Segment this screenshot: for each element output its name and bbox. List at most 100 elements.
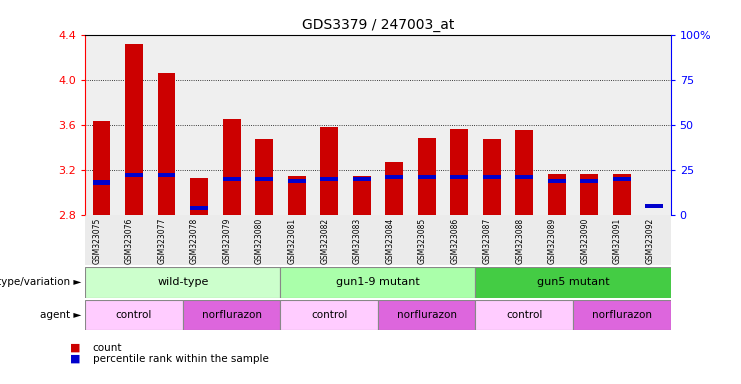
Bar	[320, 177, 338, 181]
Bar	[190, 206, 208, 210]
Bar	[613, 174, 631, 215]
Bar	[85, 300, 183, 330]
Bar	[548, 174, 565, 215]
Bar	[476, 267, 671, 298]
Bar	[118, 35, 150, 215]
Bar	[451, 129, 468, 215]
Text: count: count	[93, 343, 122, 353]
Text: GSM323076: GSM323076	[125, 217, 134, 264]
Text: GSM323092: GSM323092	[645, 217, 654, 264]
Text: GSM323078: GSM323078	[190, 217, 199, 264]
Text: wild-type: wild-type	[157, 277, 208, 287]
Bar	[580, 174, 598, 215]
Bar	[280, 35, 313, 215]
Bar	[150, 215, 183, 265]
Bar	[580, 179, 598, 183]
Bar	[540, 215, 573, 265]
Bar	[418, 175, 436, 179]
Bar	[216, 35, 247, 215]
Bar	[638, 215, 671, 265]
Bar	[125, 44, 143, 215]
Bar	[573, 215, 605, 265]
Bar	[183, 215, 216, 265]
Text: GSM323087: GSM323087	[482, 217, 492, 264]
Text: ■: ■	[70, 343, 81, 353]
Bar	[378, 215, 411, 265]
Text: GSM323080: GSM323080	[255, 217, 264, 264]
Bar	[150, 35, 183, 215]
Bar	[605, 35, 638, 215]
Text: gun5 mutant: gun5 mutant	[536, 277, 609, 287]
Bar	[85, 35, 118, 215]
Bar	[183, 35, 216, 215]
Bar	[645, 204, 663, 208]
Bar	[255, 177, 273, 181]
Bar	[93, 180, 110, 185]
Text: agent ►: agent ►	[40, 310, 82, 320]
Bar	[288, 175, 305, 215]
Text: GSM323085: GSM323085	[418, 217, 427, 264]
Text: GSM323091: GSM323091	[613, 217, 622, 264]
Bar	[190, 178, 208, 215]
Bar	[378, 35, 411, 215]
Bar	[280, 267, 476, 298]
Text: percentile rank within the sample: percentile rank within the sample	[93, 354, 268, 364]
Bar	[638, 35, 671, 215]
Bar	[385, 175, 403, 179]
Bar	[540, 35, 573, 215]
Text: GSM323088: GSM323088	[515, 217, 524, 264]
Bar	[515, 131, 534, 215]
Bar	[345, 215, 378, 265]
Bar	[313, 35, 345, 215]
Bar	[222, 119, 241, 215]
Text: ■: ■	[70, 354, 81, 364]
Bar	[320, 127, 338, 215]
Text: GSM323090: GSM323090	[580, 217, 589, 264]
Text: norflurazon: norflurazon	[396, 310, 456, 320]
Bar	[573, 300, 671, 330]
Text: GSM323089: GSM323089	[548, 217, 556, 264]
Text: GSM323081: GSM323081	[288, 217, 296, 264]
Bar	[411, 215, 443, 265]
Text: genotype/variation ►: genotype/variation ►	[0, 277, 82, 287]
Bar	[443, 35, 476, 215]
Text: GSM323086: GSM323086	[451, 217, 459, 264]
Text: GSM323079: GSM323079	[222, 217, 231, 264]
Bar	[508, 215, 540, 265]
Text: gun1-9 mutant: gun1-9 mutant	[336, 277, 420, 287]
Bar	[353, 175, 370, 215]
Bar	[378, 300, 476, 330]
Text: GSM323082: GSM323082	[320, 217, 329, 264]
Bar	[93, 121, 110, 215]
Bar	[548, 179, 565, 183]
Bar	[451, 175, 468, 179]
Bar	[385, 162, 403, 215]
Bar	[247, 35, 280, 215]
Bar	[483, 139, 501, 215]
Bar	[353, 177, 370, 181]
Bar	[280, 300, 378, 330]
Bar	[183, 300, 280, 330]
Bar	[158, 73, 176, 215]
Bar	[255, 139, 273, 215]
Bar	[288, 179, 305, 183]
Bar	[118, 215, 150, 265]
Bar	[125, 173, 143, 177]
Bar	[483, 175, 501, 179]
Bar	[443, 215, 476, 265]
Bar	[247, 215, 280, 265]
Bar	[476, 35, 508, 215]
Text: control: control	[311, 310, 348, 320]
Bar	[216, 215, 247, 265]
Title: GDS3379 / 247003_at: GDS3379 / 247003_at	[302, 18, 454, 32]
Bar	[85, 267, 280, 298]
Text: norflurazon: norflurazon	[202, 310, 262, 320]
Text: GSM323083: GSM323083	[353, 217, 362, 264]
Bar	[345, 35, 378, 215]
Text: GSM323075: GSM323075	[93, 217, 102, 264]
Bar	[280, 215, 313, 265]
Bar	[613, 177, 631, 181]
Text: GSM323084: GSM323084	[385, 217, 394, 264]
Text: norflurazon: norflurazon	[592, 310, 652, 320]
Bar	[222, 177, 241, 181]
